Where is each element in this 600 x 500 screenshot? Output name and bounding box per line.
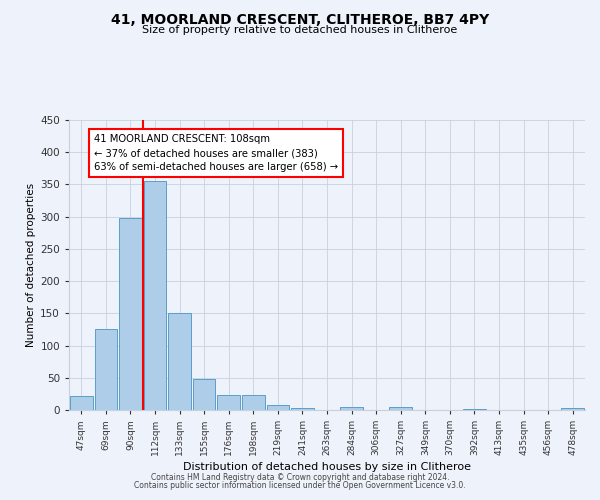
Bar [119,218,142,410]
Bar [389,408,412,410]
Text: 41, MOORLAND CRESCENT, CLITHEROE, BB7 4PY: 41, MOORLAND CRESCENT, CLITHEROE, BB7 4P… [111,12,489,26]
Bar [291,408,314,410]
Text: Contains public sector information licensed under the Open Government Licence v3: Contains public sector information licen… [134,481,466,490]
Bar [217,395,240,410]
Text: 41 MOORLAND CRESCENT: 108sqm
← 37% of detached houses are smaller (383)
63% of s: 41 MOORLAND CRESCENT: 108sqm ← 37% of de… [94,134,338,172]
Y-axis label: Number of detached properties: Number of detached properties [26,183,36,347]
Bar [242,395,265,410]
Bar [266,405,289,410]
Text: Contains HM Land Registry data © Crown copyright and database right 2024.: Contains HM Land Registry data © Crown c… [151,472,449,482]
Bar [463,408,486,410]
Bar [168,314,191,410]
Bar [193,379,215,410]
Bar [70,396,92,410]
Bar [340,408,363,410]
X-axis label: Distribution of detached houses by size in Clitheroe: Distribution of detached houses by size … [183,462,471,472]
Bar [143,181,166,410]
Text: Size of property relative to detached houses in Clitheroe: Size of property relative to detached ho… [142,25,458,35]
Bar [95,330,117,410]
Bar [562,408,584,410]
